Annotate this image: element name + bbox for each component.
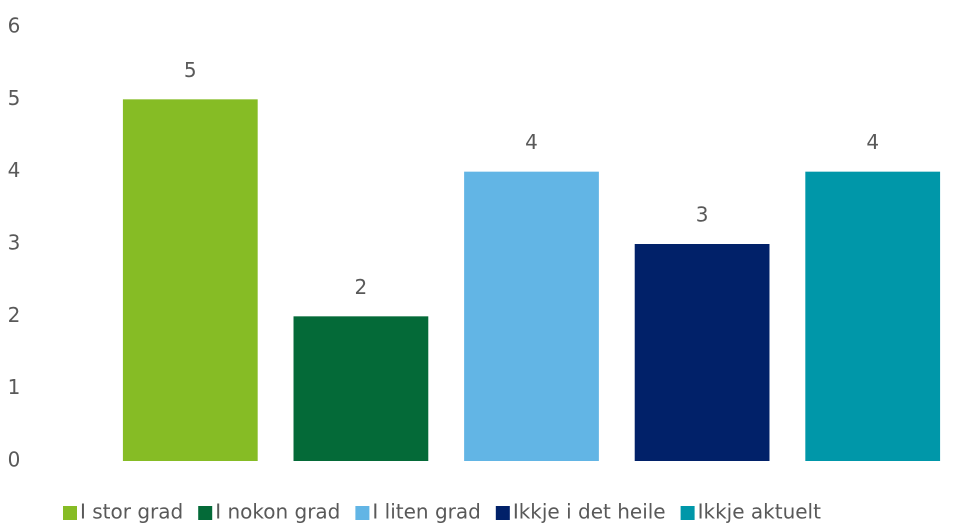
y-tick-label: 4 (8, 158, 21, 182)
legend-swatch (63, 506, 77, 520)
legend-swatch (680, 506, 695, 520)
legend-swatch (355, 506, 370, 520)
data-label: 4 (866, 130, 879, 154)
data-label: 5 (184, 58, 197, 82)
bar (464, 171, 599, 461)
legend-label: I nokon grad (215, 500, 340, 524)
legend-swatch (198, 506, 213, 520)
y-tick-label: 6 (8, 14, 21, 38)
legend-label: Ikkje aktuelt (698, 500, 821, 524)
bar (805, 171, 941, 461)
y-tick-label: 5 (8, 86, 21, 110)
data-label: 4 (525, 130, 538, 154)
data-label: 3 (696, 203, 709, 227)
legend-swatch (495, 506, 510, 520)
y-tick-label: 1 (8, 375, 21, 399)
data-label: 2 (355, 275, 368, 299)
legend-label: I liten grad (372, 500, 480, 524)
bar (293, 316, 429, 461)
legend-label: I stor grad (80, 500, 183, 524)
bar (634, 244, 770, 461)
y-tick-label: 0 (8, 448, 21, 472)
y-tick-label: 3 (8, 231, 21, 255)
y-tick-label: 2 (8, 303, 21, 327)
bar (122, 99, 258, 461)
legend-label: Ikkje i det heile (513, 500, 666, 524)
